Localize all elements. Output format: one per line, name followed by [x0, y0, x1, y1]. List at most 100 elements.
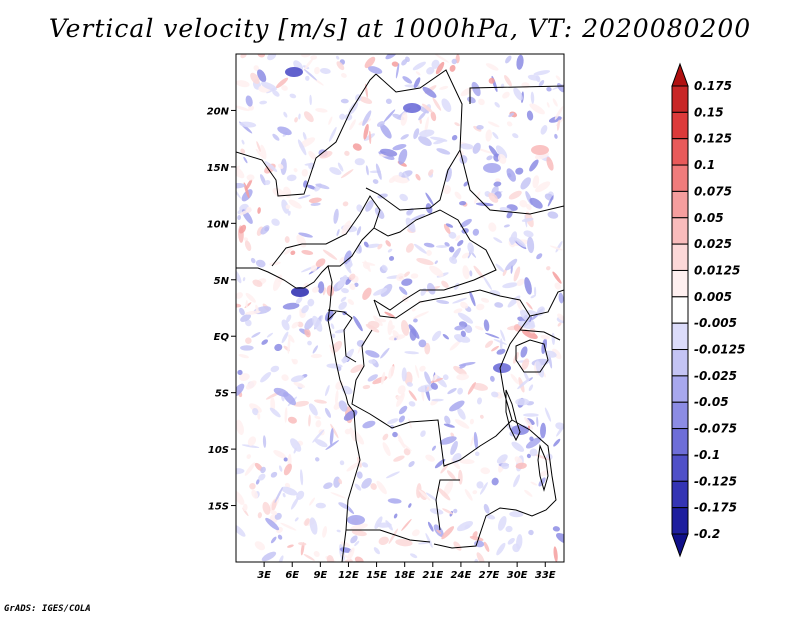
field-speckle — [341, 220, 352, 236]
field-speckle — [305, 75, 310, 81]
field-speckle — [409, 553, 418, 559]
field-speckle — [251, 332, 261, 338]
field-speckle — [310, 353, 323, 359]
field-speckle — [319, 67, 331, 74]
field-speckle — [315, 108, 328, 113]
field-speckle — [474, 451, 480, 457]
field-speckle — [270, 365, 280, 373]
field-speckle — [252, 279, 263, 287]
field-speckle — [401, 319, 410, 336]
field-speckle — [489, 289, 501, 297]
field-speckle — [250, 72, 260, 85]
field-speckle — [352, 143, 362, 151]
field-speckle — [273, 450, 287, 459]
y-tick-label: 5N — [214, 276, 230, 287]
colorbar-label: 0.175 — [694, 79, 732, 93]
field-speckle — [330, 423, 339, 439]
field-speckle — [430, 111, 437, 122]
field-speckle — [443, 423, 455, 428]
field-speckle — [329, 428, 334, 446]
field-speckle — [368, 130, 372, 144]
field-speckle — [526, 301, 533, 310]
colorbar-label: -0.1 — [694, 448, 720, 462]
x-tick-label: 18E — [394, 570, 415, 581]
field-speckle — [255, 148, 265, 159]
field-speckle — [260, 144, 267, 160]
field-speckle — [367, 320, 380, 329]
field-speckle — [476, 552, 485, 562]
field-speckle — [415, 365, 420, 379]
colorbar-bin — [671, 507, 689, 535]
y-tick-label: EQ — [214, 332, 230, 343]
field-speckle — [381, 264, 388, 271]
field-speckle — [257, 412, 261, 420]
field-speckle — [436, 148, 451, 155]
field-speckle — [408, 324, 420, 339]
field-speckle — [411, 308, 416, 312]
field-speckle — [239, 307, 245, 316]
colorbar-label: 0.025 — [694, 237, 732, 251]
field-speckle — [467, 242, 475, 254]
field-speckle — [382, 442, 391, 457]
field-speckle — [326, 555, 334, 562]
field-patch — [285, 67, 303, 77]
x-tick-label: 27E — [479, 570, 500, 581]
field-speckle — [283, 111, 288, 118]
field-speckle — [557, 313, 564, 321]
field-speckle — [348, 273, 356, 281]
field-speckle — [280, 522, 297, 531]
field-speckle — [426, 250, 432, 256]
field-speckle — [418, 489, 431, 501]
field-speckle — [281, 319, 290, 331]
field-speckle — [368, 66, 383, 74]
field-speckle — [510, 373, 520, 385]
field-speckle — [508, 190, 522, 200]
map-border — [235, 53, 565, 563]
field-speckle — [297, 139, 307, 156]
field-speckle — [435, 245, 448, 248]
field-speckle — [385, 54, 398, 60]
field-speckle — [469, 270, 473, 277]
field-speckle — [376, 318, 387, 323]
field-speckle — [255, 259, 266, 268]
field-speckle — [293, 381, 306, 388]
field-patch — [347, 515, 365, 525]
field-speckle — [515, 398, 530, 406]
field-speckle — [339, 257, 345, 264]
field-speckle — [457, 312, 474, 324]
field-speckle — [258, 473, 266, 481]
colorbar-bin — [671, 349, 689, 377]
field-speckle — [473, 265, 484, 279]
field-speckle — [485, 129, 492, 142]
field-speckle — [483, 541, 490, 552]
field-speckle — [381, 371, 386, 385]
field-speckle — [330, 323, 335, 330]
field-speckle — [290, 250, 296, 256]
field-speckle — [431, 59, 440, 69]
field-speckle — [485, 332, 500, 339]
field-speckle — [392, 431, 398, 438]
field-speckle — [547, 211, 559, 219]
field-speckle — [340, 296, 347, 302]
field-speckle — [554, 282, 562, 290]
field-speckle — [388, 528, 399, 544]
field-speckle — [488, 77, 495, 84]
field-speckle — [509, 231, 518, 245]
field-speckle — [402, 76, 413, 84]
colorbar-bin — [671, 243, 689, 271]
field-speckle — [445, 223, 454, 228]
field-speckle — [274, 512, 282, 520]
field-speckle — [506, 211, 513, 219]
field-speckle — [460, 301, 469, 309]
field-patch — [403, 103, 421, 113]
field-speckle — [315, 258, 326, 268]
field-speckle — [356, 204, 363, 212]
field-speckle — [299, 469, 304, 486]
field-speckle — [286, 314, 292, 323]
y-tick-label: 15S — [208, 502, 229, 513]
field-speckle — [255, 479, 260, 485]
field-speckle — [309, 94, 312, 106]
field-speckle — [278, 163, 284, 169]
colorbar-label: -0.2 — [694, 527, 720, 541]
field-speckle — [255, 304, 259, 313]
